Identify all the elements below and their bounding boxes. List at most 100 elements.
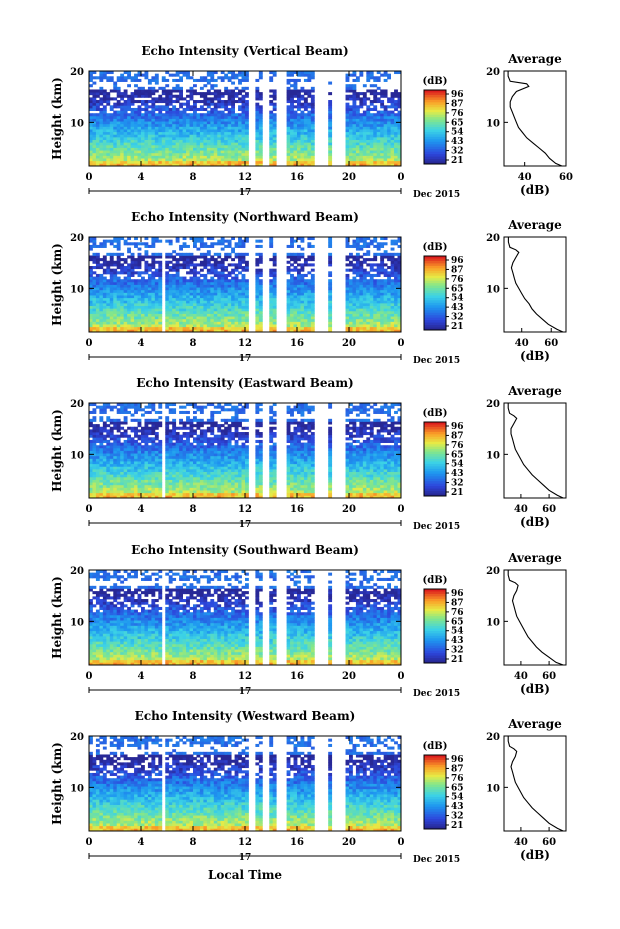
heatmap-cell [383, 158, 388, 162]
heatmap-cell [116, 300, 121, 304]
heatmap-cell [328, 92, 333, 96]
heatmap-cell [130, 461, 135, 465]
heatmap-cell [310, 115, 315, 119]
heatmap-cell [213, 129, 218, 133]
heatmap-cell [245, 266, 249, 270]
heatmap-cell [168, 160, 173, 164]
heatmap-cell [186, 263, 190, 267]
heatmap-cell [106, 326, 111, 330]
heatmap-cell [137, 129, 142, 133]
heatmap-cell [290, 324, 294, 328]
heatmap-cell [120, 408, 125, 412]
heatmap-cell [238, 252, 242, 256]
heatmap-cell [241, 297, 246, 301]
heatmap-cell [161, 121, 166, 125]
heatmap-cell [245, 121, 249, 125]
heatmap-cell [116, 129, 121, 133]
heatmap-cell [258, 281, 263, 285]
heatmap-cell [120, 163, 125, 167]
heatmap-cell [255, 289, 260, 293]
heatmap-cell [369, 281, 374, 285]
heatmap-cell [220, 305, 225, 309]
heatmap-cell [297, 295, 301, 299]
heatmap-cell [394, 107, 398, 111]
heatmap-cell [109, 281, 114, 285]
heatmap-cell [380, 279, 385, 283]
heatmap-cell [179, 134, 183, 138]
heatmap-cell [144, 289, 149, 293]
heatmap-cell [134, 100, 138, 104]
heatmap-cell [300, 110, 305, 114]
heatmap-cell [297, 131, 301, 135]
heatmap-cell [210, 113, 215, 117]
heatmap-cell [123, 305, 128, 309]
heatmap-cell [154, 144, 159, 148]
heatmap-cell [376, 150, 381, 154]
heatmap-cell [383, 126, 388, 130]
heatmap-cell [369, 84, 374, 88]
heatmap-cell [116, 429, 121, 433]
heatmap-cell [113, 150, 118, 154]
heatmap-cell [106, 418, 111, 422]
heatmap-cell [120, 258, 125, 262]
heatmap-cell [286, 321, 291, 325]
heatmap-cell [102, 284, 107, 288]
heatmap-cell [286, 244, 291, 248]
heatmap-cell [196, 136, 201, 141]
heatmap-cell [220, 134, 225, 138]
heatmap-cell [203, 242, 208, 246]
heatmap-cell [120, 268, 125, 272]
heatmap-cell [255, 302, 260, 307]
heatmap-cell [89, 424, 93, 428]
heatmap-cell [258, 131, 263, 135]
heatmap-cell [362, 239, 367, 243]
heatmap-cell [245, 152, 249, 156]
heatmap-cell [179, 97, 183, 101]
heatmap-cell [99, 139, 104, 143]
heatmap-cell [328, 107, 333, 111]
heatmap-cell [95, 266, 100, 270]
heatmap-cell [373, 144, 378, 148]
heatmap-cell [290, 73, 294, 77]
heatmap-cell [203, 160, 208, 164]
heatmap-cell [89, 447, 93, 451]
heatmap-cell [186, 105, 190, 109]
heatmap-cell [376, 295, 381, 299]
heatmap-cell [303, 305, 308, 309]
heatmap-cell [286, 305, 291, 309]
heatmap-cell [165, 129, 170, 133]
colorbar-swatch [424, 270, 446, 274]
heatmap-cell [303, 297, 308, 301]
heatmap-cell [175, 89, 180, 93]
heatmap-cell [227, 102, 232, 106]
heatmap-cell [373, 118, 378, 122]
heatmap-cell [134, 94, 138, 98]
heatmap-cell [383, 131, 388, 135]
heatmap-cell [217, 160, 222, 164]
heatmap-cell [186, 136, 190, 141]
heatmap-cell [380, 255, 385, 259]
heatmap-cell [245, 155, 249, 159]
heatmap-cell [383, 321, 388, 325]
heatmap-cell [206, 324, 211, 328]
heatmap-cell [189, 158, 194, 162]
heatmap-cell [106, 405, 111, 409]
heatmap-cell [238, 136, 242, 141]
heatmap-cell [394, 158, 398, 162]
heatmap-cell [373, 284, 378, 288]
heatmap-cell [147, 86, 152, 90]
heatmap-cell [106, 126, 111, 130]
heatmap-cell [345, 242, 350, 246]
heatmap-cell [297, 326, 301, 330]
heatmap-cell [144, 242, 149, 246]
heatmap-cell [297, 321, 301, 325]
heatmap-cell [99, 418, 104, 422]
heatmap-cell [137, 134, 142, 138]
heatmap-cell [383, 123, 388, 127]
heatmap-cell [359, 324, 364, 328]
heatmap-cell [168, 134, 173, 138]
heatmap-cell [175, 73, 180, 77]
heatmap-cell [293, 147, 298, 151]
heatmap-cell [151, 239, 156, 243]
heatmap-cell [116, 118, 121, 122]
